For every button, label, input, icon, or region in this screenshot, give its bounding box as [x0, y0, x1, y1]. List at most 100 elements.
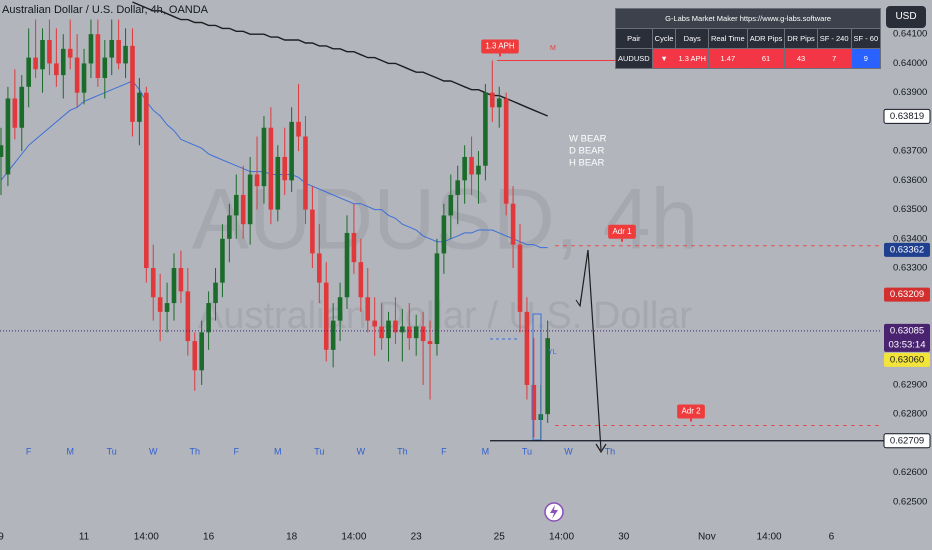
- candle-body: [462, 156, 467, 181]
- table-cell: 61: [746, 48, 786, 69]
- day-label: Th: [397, 446, 408, 456]
- y-tick-label: 0.64000: [893, 58, 927, 69]
- candle-body: [496, 98, 502, 108]
- candle-body: [365, 297, 371, 321]
- day-label: Tu: [107, 446, 117, 456]
- arrow-head: [595, 443, 607, 454]
- table-cell: 9: [850, 48, 882, 69]
- candle-body: [337, 297, 343, 321]
- moving-average: [132, 1, 548, 117]
- candle-body: [95, 34, 101, 79]
- day-label: W: [357, 446, 366, 456]
- level-label: 1.3 APH: [485, 42, 515, 51]
- candle-body: [47, 40, 52, 64]
- candle-body: [74, 57, 80, 93]
- table-column-header: DR Pips: [784, 28, 818, 49]
- x-tick-label: 9: [0, 532, 4, 543]
- candle-body: [503, 98, 509, 204]
- x-tick-label: 14:00: [549, 532, 574, 543]
- candle-body: [0, 145, 4, 157]
- day-label: Th: [605, 446, 616, 456]
- event-icon-bolt: [550, 505, 558, 519]
- candle-body: [330, 320, 336, 350]
- price-tag: [884, 323, 930, 352]
- x-tick-label: 14:00: [134, 532, 159, 543]
- level-tag: [677, 404, 705, 419]
- projection-arrow: [579, 249, 602, 451]
- day-label: W: [149, 446, 158, 456]
- candle-body: [268, 127, 274, 210]
- candle-body: [81, 63, 87, 93]
- candle-body: [123, 45, 128, 64]
- level-tag: [481, 39, 519, 54]
- price-tag: [884, 242, 930, 257]
- table-column-header: SF - 60: [850, 28, 882, 49]
- candle-body: [434, 253, 440, 345]
- x-tick-label: 6: [829, 532, 835, 543]
- candle-body: [5, 98, 11, 175]
- y-tick-label: 0.63300: [893, 263, 927, 274]
- price-tag: [883, 108, 931, 124]
- day-label: F: [234, 446, 240, 456]
- candle-body: [545, 338, 550, 415]
- candle-body: [185, 291, 191, 342]
- bias-annotation: D BEAR: [569, 146, 605, 157]
- y-tick-label: 0.62900: [893, 379, 927, 390]
- y-tick-label: 0.63400: [893, 233, 927, 244]
- table-cell: 43: [784, 48, 818, 69]
- y-tick-label: 0.63700: [893, 146, 927, 157]
- x-tick-label: 14:00: [757, 532, 782, 543]
- table-cell: 1.47: [707, 48, 748, 69]
- candle-body: [393, 320, 398, 333]
- candle-body: [54, 63, 59, 76]
- candle-body: [323, 282, 329, 350]
- day-label: Th: [190, 446, 201, 456]
- candle-body: [192, 341, 198, 371]
- candle-body: [441, 215, 447, 254]
- x-tick-label: 11: [79, 532, 90, 543]
- candle-body: [289, 121, 294, 181]
- candle-body: [420, 326, 426, 342]
- candle-body: [206, 303, 211, 333]
- candle-body: [213, 282, 218, 304]
- table-cell: 1.3 APH: [675, 48, 709, 69]
- table-cell: 7: [816, 48, 852, 69]
- day-label: M: [66, 446, 74, 456]
- market-table: G-Labs Market Maker https://www.g-labs.s…: [614, 8, 882, 69]
- candle-body: [358, 262, 364, 298]
- price-tag-label: 0.63209: [890, 289, 924, 300]
- table-cell: ▼: [651, 48, 677, 69]
- table-column-header: SF - 240: [816, 28, 852, 49]
- candle-body: [227, 215, 232, 239]
- price-tag: [884, 287, 930, 302]
- y-tick-label: 0.62500: [893, 496, 927, 507]
- candle-body: [448, 194, 454, 216]
- price-tag-label: 0.63819: [890, 111, 924, 122]
- candle-body: [400, 326, 405, 333]
- price-tag-label: 0.62709: [890, 435, 924, 446]
- x-tick-label: Nov: [698, 532, 716, 543]
- price-tag-label: 0.63085: [890, 325, 924, 336]
- candle-body: [171, 268, 177, 304]
- candle-body: [40, 40, 45, 70]
- candle-body: [220, 238, 225, 283]
- currency-button[interactable]: USD: [886, 6, 926, 28]
- price-tag: [883, 433, 931, 449]
- highlight-box: [532, 313, 542, 441]
- day-label: M: [482, 446, 490, 456]
- y-tick-label: 0.62600: [893, 467, 927, 478]
- x-tick-label: 16: [203, 532, 215, 543]
- y-tick-label: 0.63900: [893, 87, 927, 98]
- x-tick-label: 23: [411, 532, 423, 543]
- moving-average: [0, 80, 548, 249]
- x-tick-label: 25: [494, 532, 506, 543]
- candle-body: [282, 156, 288, 181]
- candle-body: [26, 57, 31, 87]
- candle-body: [157, 297, 163, 312]
- x-tick-label: 30: [618, 532, 630, 543]
- candle-body: [60, 48, 66, 76]
- day-label: M: [274, 446, 282, 456]
- candle-body: [303, 136, 308, 210]
- table-column-header: Days: [675, 28, 709, 49]
